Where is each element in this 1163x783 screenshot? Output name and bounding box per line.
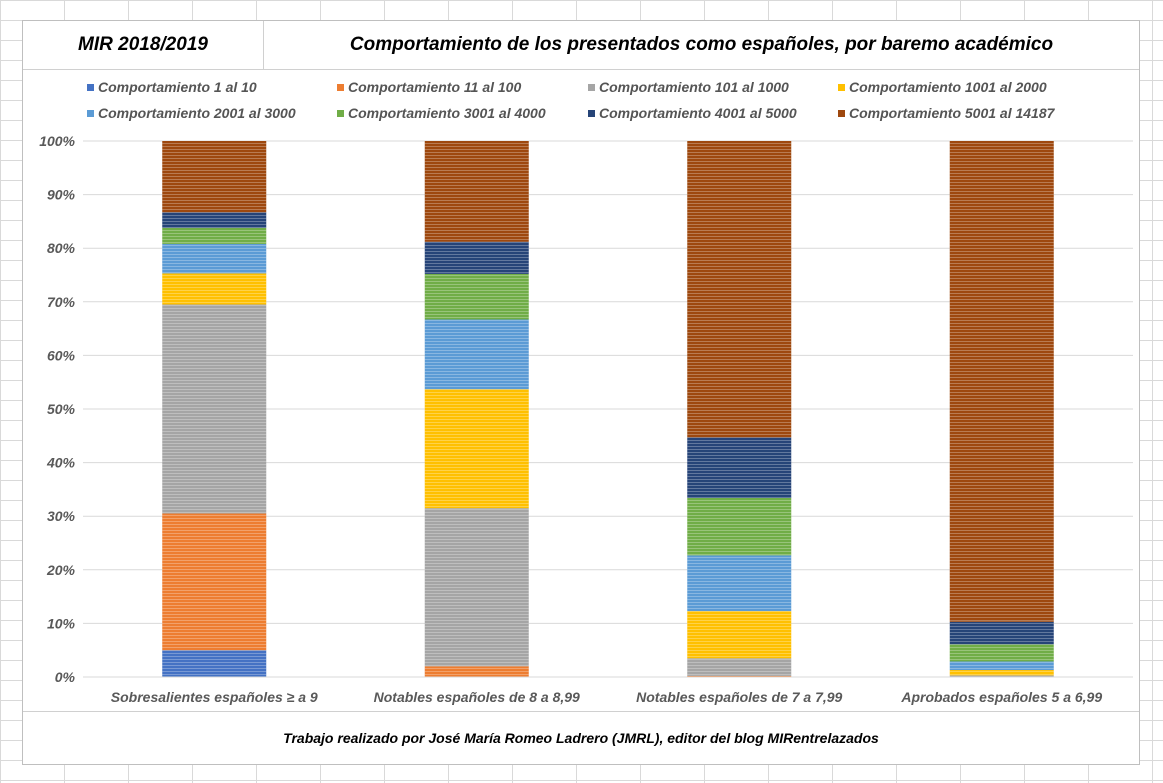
legend-swatch [588, 110, 595, 117]
chart-frame: MIR 2018/2019 Comportamiento de los pres… [22, 20, 1140, 765]
bar-segment-texture [687, 555, 792, 612]
bar-segment-texture [949, 675, 1054, 677]
x-tick-label: Notables españoles de 7 a 7,99 [636, 689, 842, 705]
bar-segment-texture [687, 611, 792, 659]
bar-segment-texture [687, 675, 792, 677]
bar-segment-texture [162, 141, 267, 213]
legend-label: Comportamiento 1001 al 2000 [849, 79, 1047, 95]
bar-segment-texture [162, 304, 267, 514]
legend-label: Comportamiento 1 al 10 [98, 79, 257, 95]
legend-swatch [337, 84, 344, 91]
chart-legend: Comportamiento 1 al 10 Comportamiento 11 … [87, 79, 1056, 121]
bar-segment-texture [949, 621, 1054, 645]
y-tick-label: 0% [55, 669, 76, 685]
bar-segment-texture [424, 273, 529, 320]
y-tick-label: 70% [47, 294, 76, 310]
bar-segment-texture [687, 141, 792, 438]
bar-segment-texture [424, 141, 529, 242]
legend-swatch [87, 84, 94, 91]
bar-segment-texture [162, 227, 267, 244]
chart-bars [162, 141, 1054, 677]
legend-swatch [337, 110, 344, 117]
x-tick-label: Notables españoles de 8 a 8,99 [374, 689, 580, 705]
chart-left-title: MIR 2018/2019 [23, 21, 264, 70]
bar-segment-texture [949, 661, 1054, 671]
bar-segment-texture [162, 513, 267, 651]
legend-swatch [588, 84, 595, 91]
y-tick-label: 60% [47, 347, 76, 363]
y-tick-label: 30% [47, 508, 76, 524]
x-tick-label: Sobresalientes españoles ≥ a 9 [111, 689, 318, 705]
bar-segment-texture [424, 241, 529, 274]
y-axis: 0% 10% 20% 30% 40% 50% 60% 70% 80% 90% 100% [39, 133, 75, 685]
bar-segment-texture [424, 319, 529, 390]
bar-segment-texture [162, 650, 267, 677]
bar-segment-texture [687, 497, 792, 556]
legend-swatch [838, 84, 845, 91]
x-axis: Sobresalientes españoles ≥ a 9 Notables e… [83, 676, 1133, 705]
bar-segment-texture [687, 658, 792, 676]
bar-segment-texture [162, 273, 267, 305]
legend-swatch [87, 110, 94, 117]
legend-label: Comportamiento 101 al 1000 [599, 79, 789, 95]
bar-segment-texture [162, 243, 267, 274]
legend-label: Comportamiento 11 al 100 [348, 79, 521, 95]
bar-segment-texture [424, 666, 529, 677]
y-tick-label: 40% [46, 455, 76, 471]
legend-label: Comportamiento 4001 al 5000 [599, 105, 797, 121]
legend-label: Comportamiento 5001 al 14187 [849, 105, 1056, 121]
x-tick-label: Aprobados españoles 5 a 6,99 [900, 689, 1102, 705]
bar-segment-texture [424, 508, 529, 667]
y-tick-label: 10% [47, 615, 76, 631]
bar-segment-texture [949, 644, 1054, 662]
bar-segment-texture [424, 389, 529, 509]
bar-segment-texture [949, 670, 1054, 676]
chart-title: Comportamiento de los presentados como e… [264, 21, 1139, 70]
y-tick-label: 80% [47, 240, 76, 256]
stacked-bar-chart: Comportamiento 1 al 10 Comportamiento 11 … [39, 79, 1133, 705]
bar-segment-texture [687, 437, 792, 498]
y-tick-label: 90% [47, 187, 76, 203]
y-tick-label: 50% [47, 401, 76, 417]
y-tick-label: 100% [39, 133, 75, 149]
legend-label: Comportamiento 2001 al 3000 [98, 105, 296, 121]
bar-segment-texture [949, 141, 1054, 622]
legend-swatch [838, 110, 845, 117]
y-tick-label: 20% [46, 562, 76, 578]
bar-segment-texture [162, 212, 267, 228]
legend-label: Comportamiento 3001 al 4000 [348, 105, 546, 121]
chart-footer-credit: Trabajo realizado por José María Romeo L… [23, 711, 1139, 764]
